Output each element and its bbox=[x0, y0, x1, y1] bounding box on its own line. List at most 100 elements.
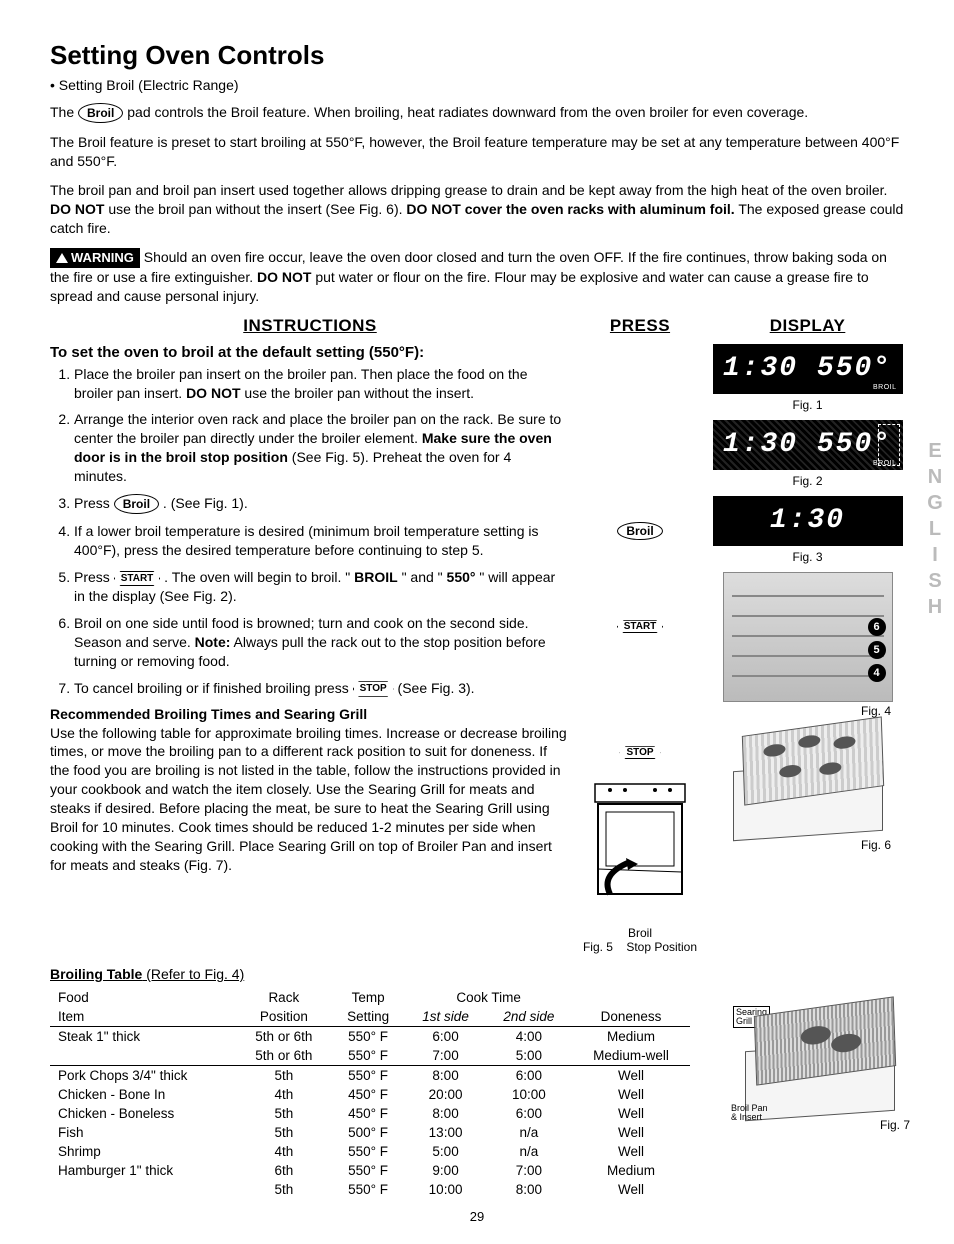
td: 8:00 bbox=[405, 1065, 485, 1085]
td: 550° F bbox=[331, 1180, 406, 1199]
text: The bbox=[50, 104, 78, 120]
td: 9:00 bbox=[405, 1161, 485, 1180]
td: 5th or 6th bbox=[237, 1046, 331, 1066]
display-text: 1:30 550° bbox=[723, 429, 892, 460]
broil-pad-icon: Broil bbox=[78, 103, 123, 123]
recommended-heading: Recommended Broiling Times and Searing G… bbox=[50, 706, 570, 722]
fig5-label: Broil Fig. 5 Stop Position bbox=[570, 926, 710, 954]
fig2-caption: Fig. 2 bbox=[710, 474, 905, 488]
td: Medium bbox=[572, 1161, 690, 1180]
broil-pan-insert-label: Broil Pan& Insert bbox=[731, 1104, 768, 1122]
display-text: 1:30 bbox=[770, 505, 845, 536]
rack-num-6: 6 bbox=[868, 618, 886, 636]
bold-text: DO NOT cover the oven racks with aluminu… bbox=[406, 201, 734, 217]
text: The broil pan and broil pan insert used … bbox=[50, 182, 887, 198]
fig3-caption: Fig. 3 bbox=[710, 550, 905, 564]
english-side-label: ENGLISH bbox=[923, 440, 946, 622]
td: 20:00 bbox=[405, 1085, 485, 1104]
td: 6:00 bbox=[486, 1065, 572, 1085]
td: 5th or 6th bbox=[237, 1026, 331, 1046]
td: 6:00 bbox=[486, 1104, 572, 1123]
text: (Refer to Fig. 4) bbox=[142, 966, 244, 982]
table-row: Pork Chops 3/4" thick5th550° F8:006:00We… bbox=[50, 1065, 690, 1085]
table-row: Chicken - Boneless5th450° F8:006:00Well bbox=[50, 1104, 690, 1123]
press-heading: PRESS bbox=[570, 316, 710, 336]
page-title: Setting Oven Controls bbox=[50, 40, 904, 71]
td: n/a bbox=[486, 1123, 572, 1142]
table-header-row-2: Item Position Setting 1st side 2nd side … bbox=[50, 1007, 690, 1027]
th bbox=[572, 988, 690, 1007]
text: Broil bbox=[628, 926, 652, 940]
th: Food bbox=[50, 988, 237, 1007]
td: Well bbox=[572, 1104, 690, 1123]
td: Well bbox=[572, 1180, 690, 1199]
td: 4:00 bbox=[486, 1026, 572, 1046]
display-text: 1:30 550° bbox=[723, 353, 892, 384]
td: Hamburger 1" thick bbox=[50, 1161, 237, 1180]
td: 5th bbox=[237, 1180, 331, 1199]
table-row: Steak 1" thick5th or 6th550° F6:004:00Me… bbox=[50, 1026, 690, 1046]
intro-paragraph-1: The Broil pad controls the Broil feature… bbox=[50, 103, 904, 123]
display-column: DISPLAY 1:30 550° BROIL Fig. 1 1:30 550°… bbox=[710, 316, 905, 860]
td: n/a bbox=[486, 1142, 572, 1161]
press-start-icon: START bbox=[617, 620, 664, 633]
press-broil-icon: Broil bbox=[617, 522, 662, 540]
press-stop-icon: STOP bbox=[619, 746, 660, 759]
instructions-column: INSTRUCTIONS To set the oven to broil at… bbox=[50, 316, 570, 879]
th: Item bbox=[50, 1007, 237, 1027]
td: 10:00 bbox=[405, 1180, 485, 1199]
oven-drawing bbox=[580, 774, 700, 924]
th: 1st side bbox=[405, 1007, 485, 1027]
td: 5:00 bbox=[486, 1046, 572, 1066]
subtitle: Setting Broil (Electric Range) bbox=[50, 77, 904, 93]
td: 13:00 bbox=[405, 1123, 485, 1142]
td: Pork Chops 3/4" thick bbox=[50, 1065, 237, 1085]
text: Press bbox=[74, 569, 114, 585]
bold-text: DO NOT bbox=[186, 385, 240, 401]
text: Broiling Table bbox=[50, 966, 142, 982]
td: 550° F bbox=[331, 1046, 406, 1066]
start-pad-icon: START bbox=[114, 571, 161, 587]
th: Setting bbox=[331, 1007, 406, 1027]
step-5: Press START . The oven will begin to bro… bbox=[74, 568, 570, 606]
th: 2nd side bbox=[486, 1007, 572, 1027]
td: 7:00 bbox=[405, 1046, 485, 1066]
page-number: 29 bbox=[50, 1209, 904, 1224]
table-row: 5th550° F10:008:00Well bbox=[50, 1180, 690, 1199]
text: Stop Position bbox=[626, 940, 697, 954]
td: 5:00 bbox=[405, 1142, 485, 1161]
text: " and " bbox=[402, 569, 443, 585]
intro-paragraph-2: The Broil feature is preset to start bro… bbox=[50, 133, 904, 171]
td: 550° F bbox=[331, 1065, 406, 1085]
table-row: 5th or 6th550° F7:005:00Medium-well bbox=[50, 1046, 690, 1066]
td: Well bbox=[572, 1123, 690, 1142]
td: Medium-well bbox=[572, 1046, 690, 1066]
step-2: Arrange the interior oven rack and place… bbox=[74, 410, 570, 486]
display-fig3: 1:30 bbox=[713, 496, 903, 546]
text: . The oven will begin to broil. " bbox=[164, 569, 350, 585]
text: use the broiler pan without the insert. bbox=[244, 385, 474, 401]
td: Chicken - Bone In bbox=[50, 1085, 237, 1104]
td: 550° F bbox=[331, 1161, 406, 1180]
recommended-body: Use the following table for approximate … bbox=[50, 724, 570, 875]
broil-tag: BROIL bbox=[873, 384, 897, 391]
table-header-row-1: Food Rack Temp Cook Time bbox=[50, 988, 690, 1007]
bold-text: Note: bbox=[195, 634, 231, 650]
td: 6:00 bbox=[405, 1026, 485, 1046]
instructions-heading: INSTRUCTIONS bbox=[50, 316, 570, 336]
rack-figure: 6 5 4 bbox=[723, 572, 893, 702]
td: 5th bbox=[237, 1065, 331, 1085]
broil-pad-icon: Broil bbox=[114, 494, 159, 514]
th: Cook Time bbox=[405, 988, 572, 1007]
instructions-subhead: To set the oven to broil at the default … bbox=[50, 344, 570, 361]
text: use the broil pan without the insert (Se… bbox=[108, 201, 406, 217]
td: 8:00 bbox=[486, 1180, 572, 1199]
text: pad controls the Broil feature. When bro… bbox=[127, 104, 808, 120]
th: Position bbox=[237, 1007, 331, 1027]
td: Well bbox=[572, 1142, 690, 1161]
display-fig2: 1:30 550° BROIL bbox=[713, 420, 903, 470]
td: Chicken - Boneless bbox=[50, 1104, 237, 1123]
broiling-table-title: Broiling Table (Refer to Fig. 4) bbox=[50, 966, 904, 982]
stop-pad-icon: STOP bbox=[353, 681, 394, 697]
text: Press bbox=[74, 495, 114, 511]
